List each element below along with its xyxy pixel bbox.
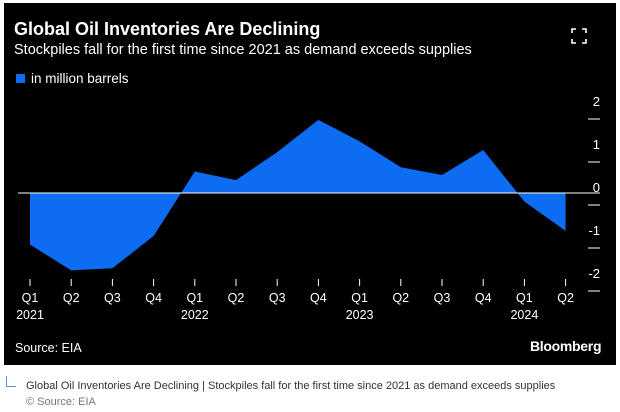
x-tick-label: Q3 [269,291,286,305]
figure-caption: Global Oil Inventories Are Declining | S… [26,380,556,392]
legend: in million barrels [16,71,129,86]
figure-caption-source: © Source: EIA [26,396,96,408]
x-year-label: 2023 [346,308,374,322]
x-tick-label: Q2 [557,291,574,305]
x-tick-label: Q4 [475,291,492,305]
x-tick-label: Q1 [186,291,203,305]
series-area [30,119,566,271]
y-tick-label: -2 [588,266,600,281]
x-tick-label: Q2 [63,291,80,305]
area-chart: 2 1 0 -1 -2 Q1 Q2 Q3 Q4 Q1 Q2 Q3 Q4 Q1 Q2 Q3 Q4 Q1 Q2 2021 2… [16,94,600,322]
y-tick-label: 1 [593,137,600,152]
x-tick-label: Q3 [434,291,451,305]
x-tick-label: Q1 [516,291,533,305]
y-tick-label: -1 [588,223,600,238]
x-tick-label: Q4 [310,291,327,305]
x-year-label: 2024 [510,308,538,322]
x-year-label: 2021 [16,308,44,322]
x-tick-label: Q2 [392,291,409,305]
x-year-label: 2022 [181,308,209,322]
x-tick-label: Q3 [104,291,121,305]
chart-title: Global Oil Inventories Are Declining [14,19,321,39]
x-tick-label: Q1 [22,291,39,305]
caption-marker [6,376,16,387]
x-tick-label: Q4 [145,291,162,305]
expand-icon[interactable] [571,28,587,44]
x-tick-label: Q2 [228,291,245,305]
chart-subtitle: Stockpiles fall for the first time since… [14,42,472,58]
y-tick-label: 2 [593,94,600,109]
y-tick-label: 0 [593,180,600,195]
chart-card: Global Oil Inventories Are Declining Sto… [4,3,616,365]
legend-swatch [16,74,25,83]
legend-label: in million barrels [31,71,129,86]
source-label: Source: EIA [15,341,82,355]
brand-logo: Bloomberg [530,338,602,354]
x-tick-label: Q1 [351,291,368,305]
